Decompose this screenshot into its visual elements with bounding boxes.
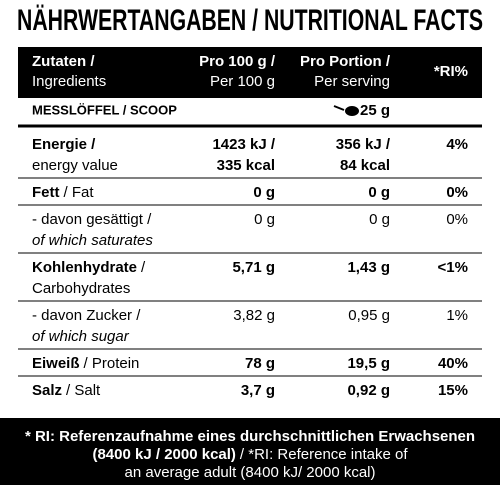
row-label: of which saturates [32,232,153,249]
text-segment: Energie / [32,136,96,153]
text-segment: Per serving [314,73,390,90]
row-label: Salz / Salt [32,382,101,399]
header-cell: Pro 100 g / [199,53,276,70]
row-label: Fett / Fat [32,184,94,201]
text-segment: Carbohydrates [32,280,130,297]
text-segment: Kohlenhydrate [32,259,137,276]
text-segment: * RI: Referenzaufnahme eines durchschnit… [25,428,475,445]
row-label: Carbohydrates [32,280,130,297]
header-cell: Zutaten / [32,53,95,70]
row-label: Energie / [32,136,96,153]
per-portion: 0,92 g [347,382,390,399]
text-segment: of which sugar [32,328,130,345]
text-segment: / Fat [64,184,95,201]
header-cell: Per serving [314,73,390,90]
per-portion: 0 g [368,184,390,201]
ri-percent: 0% [446,184,468,201]
ri-percent: 40% [438,355,468,372]
header-cell: Pro Portion / [300,53,391,70]
text-segment: / *RI: Reference intake of [240,446,408,463]
per-100g: 1423 kJ / [212,136,275,153]
text-segment: / Protein [84,355,140,372]
title: NÄHRWERTANGABEN / NUTRITIONAL FACTS [17,4,483,37]
text-segment: an average adult (8400 kJ/ 2000 kcal) [125,464,376,481]
ri-percent: 4% [446,136,468,153]
text-segment: / [141,259,146,276]
text-segment: / Salt [66,382,101,399]
per-portion: 19,5 g [347,355,390,372]
per-portion: 0 g [369,211,390,228]
footnote-line: an average adult (8400 kJ/ 2000 kcal) [125,464,376,481]
text-segment: - davon gesättigt / [32,211,152,228]
text-segment: Salz [32,382,62,399]
text-segment: Zutaten / [32,53,95,70]
per-portion: 356 kJ / [336,136,391,153]
footnote-bar [0,418,500,485]
text-segment: - davon Zucker / [32,307,141,324]
footnote-line: * RI: Referenzaufnahme eines durchschnit… [25,428,475,445]
row-label: Eiweiß / Protein [32,355,139,372]
text-segment: of which saturates [32,232,153,249]
per-100g: 3,82 g [233,307,275,324]
text-segment: Ingredients [32,73,106,90]
text-segment: energy value [32,157,118,174]
row-label: - davon gesättigt / [32,211,152,228]
text-segment: (8400 kJ / 2000 kcal) [92,446,235,463]
footnote-line: (8400 kJ / 2000 kcal) / *RI: Reference in… [92,446,408,463]
per-100g: 5,71 g [232,259,275,276]
text-segment: *RI% [434,63,468,80]
text-segment: Pro 100 g / [199,53,276,70]
per-100g: 0 g [254,211,275,228]
ri-percent: 0% [446,211,468,228]
text-segment: Fett [32,184,60,201]
per-portion: 0,95 g [348,307,390,324]
ri-percent: 15% [438,382,468,399]
per-100g: 3,7 g [241,382,275,399]
per-portion: 84 kcal [340,157,390,174]
row-label: energy value [32,157,118,174]
scoop-label: MESSLÖFFEL / SCOOP [32,102,177,117]
row-label: - davon Zucker / [32,307,141,324]
text-segment: Per 100 g [210,73,275,90]
ri-percent: <1% [438,259,468,276]
per-100g: 78 g [245,355,275,372]
scoop-amount: 25 g [360,102,390,119]
header-cell: Per 100 g [210,73,275,90]
per-100g: 335 kcal [217,157,275,174]
per-100g: 0 g [253,184,275,201]
header-bar [18,47,482,98]
text-segment: Eiweiß [32,355,80,372]
row-label: of which sugar [32,328,130,345]
header-cell: Ingredients [32,73,106,90]
per-portion: 1,43 g [347,259,390,276]
text-segment: Pro Portion / [300,53,391,70]
ri-percent: 1% [446,307,468,324]
header-cell: *RI% [434,63,468,80]
row-label: Kohlenhydrate / [32,259,146,276]
scoop-icon [333,105,359,116]
